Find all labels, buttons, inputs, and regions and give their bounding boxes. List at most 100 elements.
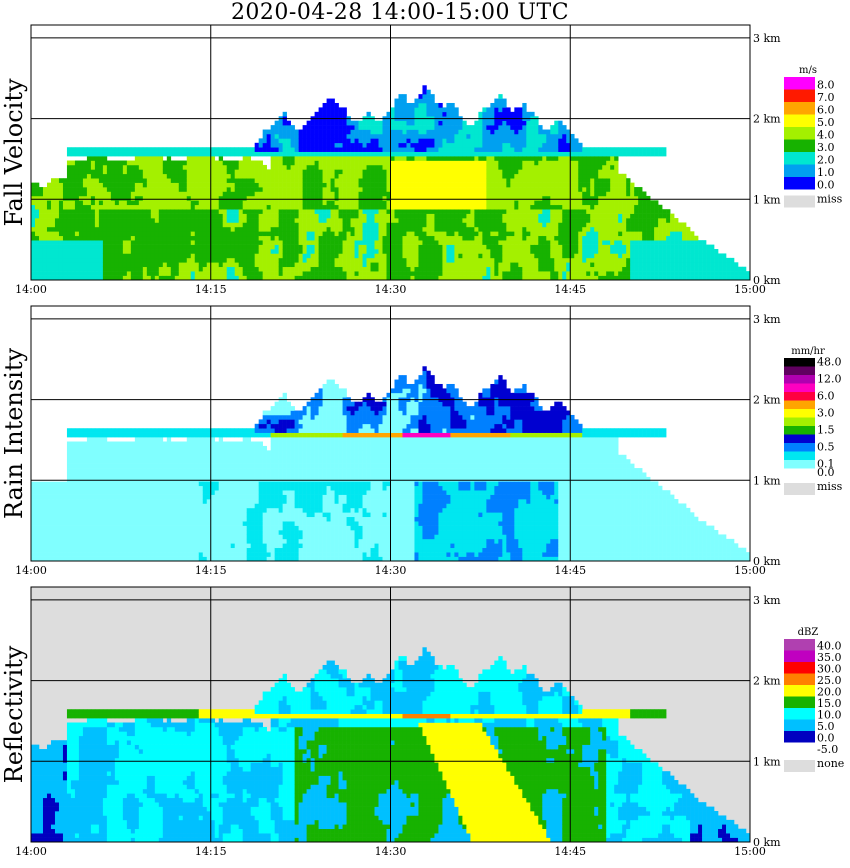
data-cell bbox=[586, 204, 591, 210]
data-cell bbox=[214, 173, 220, 179]
data-cell bbox=[350, 275, 355, 280]
data-cell bbox=[478, 275, 483, 280]
data-cell bbox=[158, 218, 164, 223]
data-cell bbox=[410, 147, 415, 152]
data-cell bbox=[194, 195, 200, 201]
data-cell bbox=[342, 200, 347, 206]
data-cell bbox=[318, 218, 323, 223]
data-cell bbox=[510, 156, 515, 161]
data-cell bbox=[194, 169, 200, 175]
data-cell bbox=[178, 151, 184, 157]
data-cell bbox=[114, 231, 120, 237]
data-cell bbox=[86, 200, 92, 206]
data-cell bbox=[130, 200, 136, 206]
data-cell bbox=[62, 253, 68, 259]
data-cell bbox=[254, 213, 259, 219]
data-cell bbox=[354, 173, 359, 179]
data-cell bbox=[610, 275, 615, 280]
data-cell bbox=[282, 249, 287, 254]
data-cell bbox=[270, 147, 275, 152]
data-cell bbox=[618, 204, 623, 210]
data-cell bbox=[254, 182, 259, 188]
data-cell bbox=[614, 226, 619, 232]
data-cell bbox=[342, 266, 347, 272]
data-cell bbox=[270, 133, 275, 139]
data-cell bbox=[94, 204, 100, 210]
data-cell bbox=[138, 191, 144, 197]
data-cell bbox=[214, 226, 220, 232]
data-cell bbox=[390, 253, 395, 259]
data-cell bbox=[462, 226, 467, 232]
data-cell bbox=[498, 209, 503, 214]
data-cell bbox=[594, 204, 599, 210]
data-cell bbox=[502, 133, 507, 139]
data-cell bbox=[330, 147, 335, 152]
data-cell bbox=[274, 191, 279, 197]
data-cell bbox=[134, 151, 140, 157]
data-cell bbox=[558, 240, 563, 245]
data-cell bbox=[170, 160, 176, 166]
data-cell bbox=[278, 240, 283, 245]
data-cell bbox=[494, 111, 499, 117]
data-cell bbox=[542, 213, 547, 219]
data-cell bbox=[146, 195, 152, 201]
data-cell bbox=[366, 204, 371, 210]
data-cell bbox=[186, 235, 192, 241]
data-cell bbox=[314, 191, 319, 197]
data-cell bbox=[334, 226, 339, 232]
data-cell bbox=[290, 204, 295, 210]
data-cell bbox=[574, 164, 579, 170]
data-cell bbox=[226, 213, 232, 219]
data-cell bbox=[50, 249, 56, 254]
data-cell bbox=[130, 187, 136, 192]
data-cell bbox=[534, 257, 539, 263]
data-cell bbox=[214, 275, 220, 280]
data-cell bbox=[354, 262, 359, 268]
data-cell bbox=[62, 231, 68, 237]
data-cell bbox=[326, 249, 331, 254]
data-cell bbox=[430, 213, 435, 219]
data-cell bbox=[498, 156, 503, 161]
data-cell bbox=[334, 209, 339, 214]
data-cell bbox=[590, 200, 595, 206]
data-cell bbox=[466, 147, 471, 152]
data-cell bbox=[270, 156, 275, 161]
data-cell bbox=[282, 213, 287, 219]
data-cell bbox=[530, 266, 535, 272]
data-cell bbox=[322, 195, 327, 201]
data-cell bbox=[622, 266, 627, 272]
data-cell bbox=[498, 182, 503, 188]
data-cell bbox=[514, 120, 519, 126]
data-cell bbox=[446, 133, 451, 139]
data-cell bbox=[422, 129, 427, 135]
data-cell bbox=[598, 231, 603, 237]
data-cell bbox=[570, 142, 575, 148]
data-cell bbox=[394, 151, 399, 157]
data-cell bbox=[74, 178, 80, 183]
data-cell bbox=[230, 249, 236, 254]
data-cell bbox=[278, 178, 283, 183]
data-cell bbox=[62, 178, 68, 183]
data-cell bbox=[578, 173, 583, 179]
data-cell bbox=[262, 244, 267, 250]
data-cell bbox=[110, 226, 116, 232]
data-cell bbox=[262, 195, 267, 201]
data-cell bbox=[594, 262, 599, 268]
data-cell bbox=[54, 275, 60, 280]
data-cell bbox=[406, 266, 411, 272]
data-cell bbox=[442, 222, 447, 228]
data-cell bbox=[474, 244, 479, 250]
data-cell bbox=[522, 156, 527, 161]
data-cell bbox=[306, 226, 311, 232]
data-cell bbox=[170, 266, 176, 272]
data-cell bbox=[282, 275, 287, 280]
data-cell bbox=[354, 231, 359, 237]
data-cell bbox=[214, 253, 220, 259]
data-cell bbox=[530, 249, 535, 254]
data-cell bbox=[146, 200, 152, 206]
data-cell bbox=[454, 275, 459, 280]
data-cell bbox=[150, 187, 156, 192]
data-cell bbox=[314, 271, 319, 276]
data-cell bbox=[150, 213, 156, 219]
data-cell bbox=[506, 231, 511, 237]
